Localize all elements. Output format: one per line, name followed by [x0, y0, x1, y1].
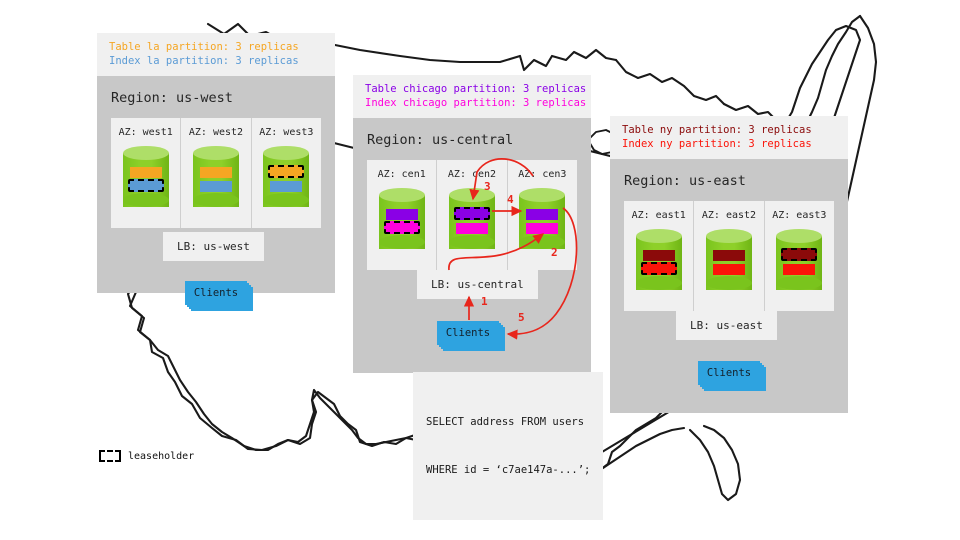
sql-line-2: WHERE id = ‘c7ae147a-...’;: [426, 464, 591, 477]
leaseholder-legend-label: leaseholder: [128, 450, 195, 462]
replica-bar-table-leaseholder: [781, 248, 818, 262]
node-cylinder-east2[interactable]: [705, 229, 752, 297]
cylinder-bottom: [378, 235, 425, 250]
node-cylinder-west1[interactable]: [122, 146, 169, 214]
node-cylinder-cen2[interactable]: [448, 188, 495, 256]
clients-label: Clients: [437, 321, 499, 345]
az-label: AZ: cen1: [377, 169, 426, 181]
load-balancer-us-central[interactable]: LB: us-central: [417, 270, 538, 299]
cylinder-top: [776, 229, 823, 244]
legend-line-index: Index ny partition: 3 replicas: [622, 138, 812, 151]
node-cylinder-cen3[interactable]: [519, 188, 566, 256]
sql-line-1: SELECT address FROM users: [426, 415, 585, 428]
region-title: Region: us-central: [367, 132, 514, 149]
sql-query-note: SELECT address FROM users WHERE id = ‘c7…: [413, 372, 604, 521]
arrow-step-label-5: 5: [518, 311, 525, 324]
replica-bar-index-leaseholder: [127, 179, 164, 193]
leaseholder-legend: leaseholder: [99, 450, 194, 462]
region-panel-us-east: Table ny partition: 3 replicas Index ny …: [610, 116, 848, 414]
az-label: AZ: cen2: [447, 169, 497, 181]
clients-us-east[interactable]: Clients: [698, 361, 766, 391]
az-row-us-east: AZ: east1 AZ: east2: [624, 201, 834, 312]
node-cylinder-east3[interactable]: [776, 229, 823, 297]
az-label: AZ: cen3: [518, 169, 567, 181]
region-title: Region: us-west: [111, 90, 233, 107]
replica-bar-index: [270, 181, 303, 193]
cylinder-top: [705, 229, 752, 244]
arrow-step-label-3: 3: [484, 180, 491, 193]
partition-legend-us-central: Table chicago partition: 3 replicas Inde…: [353, 75, 591, 119]
az-cell-west1[interactable]: AZ: west1: [111, 118, 182, 229]
az-cell-cen1[interactable]: AZ: cen1: [367, 160, 438, 271]
az-label: AZ: east3: [772, 210, 827, 222]
region-panel-us-west: Table la partition: 3 replicas Index la …: [97, 33, 335, 294]
cylinder-bottom: [635, 276, 682, 291]
load-balancer-us-west[interactable]: LB: us-west: [163, 232, 264, 261]
cylinder-top: [122, 146, 169, 161]
az-cell-cen3[interactable]: AZ: cen3: [508, 160, 577, 270]
node-cylinder-west3[interactable]: [263, 146, 310, 214]
cylinder-top: [263, 146, 310, 161]
replica-bar-index-leaseholder: [383, 221, 420, 235]
arrow-step-label-4: 4: [507, 193, 514, 206]
replica-bar-index-leaseholder: [640, 262, 677, 276]
cylinder-bottom: [776, 276, 823, 291]
az-label: AZ: west3: [259, 127, 314, 139]
clients-label: Clients: [185, 281, 247, 305]
node-cylinder-cen1[interactable]: [378, 188, 425, 256]
clients-us-west[interactable]: Clients: [185, 281, 253, 311]
replica-bar-index: [455, 223, 488, 235]
cylinder-top: [635, 229, 682, 244]
replica-bar-index: [712, 264, 745, 276]
replica-bar-table-leaseholder: [268, 165, 305, 179]
replica-bar-index: [526, 223, 559, 235]
legend-line-index: Index la partition: 3 replicas: [109, 55, 299, 68]
cylinder-top: [378, 188, 425, 203]
az-cell-west3[interactable]: AZ: west3: [252, 118, 321, 228]
load-balancer-us-east[interactable]: LB: us-east: [676, 311, 777, 340]
region-title: Region: us-east: [624, 173, 746, 190]
cylinder-bottom: [263, 193, 310, 208]
cylinder-top: [192, 146, 239, 161]
az-cell-east3[interactable]: AZ: east3: [765, 201, 834, 311]
az-cell-east1[interactable]: AZ: east1: [624, 201, 695, 312]
replica-bar-table: [526, 209, 559, 221]
legend-line-index: Index chicago partition: 3 replicas: [365, 97, 587, 110]
replica-bar-index: [783, 264, 816, 276]
az-row-us-west: AZ: west1 AZ: west2: [111, 118, 321, 229]
node-cylinder-west2[interactable]: [192, 146, 239, 214]
replica-bar-table: [199, 167, 232, 179]
replica-bar-table: [129, 167, 162, 179]
az-cell-east2[interactable]: AZ: east2: [694, 201, 765, 312]
node-cylinder-east1[interactable]: [635, 229, 682, 297]
arrow-step-label-1: 1: [481, 295, 488, 308]
replica-bar-table: [385, 209, 418, 221]
az-row-us-central: AZ: cen1 AZ: cen2: [367, 160, 577, 271]
leaseholder-swatch-icon: [99, 450, 121, 462]
partition-legend-us-west: Table la partition: 3 replicas Index la …: [97, 33, 335, 77]
az-cell-west2[interactable]: AZ: west2: [181, 118, 252, 229]
az-cell-cen2[interactable]: AZ: cen2: [437, 160, 508, 271]
arrow-step-label-2: 2: [551, 246, 558, 259]
az-label: AZ: west1: [118, 127, 173, 139]
replica-bar-table: [642, 250, 675, 262]
cylinder-bottom: [122, 193, 169, 208]
legend-line-table: Table ny partition: 3 replicas: [622, 124, 812, 136]
legend-line-table: Table chicago partition: 3 replicas: [365, 83, 587, 95]
az-label: AZ: east2: [701, 210, 757, 222]
partition-legend-us-east: Table ny partition: 3 replicas Index ny …: [610, 116, 848, 160]
clients-us-central[interactable]: Clients: [437, 321, 505, 351]
legend-line-table: Table la partition: 3 replicas: [109, 41, 299, 53]
replica-bar-index: [199, 181, 232, 193]
cylinder-bottom: [192, 193, 239, 208]
cylinder-bottom: [705, 276, 752, 291]
replica-bar-table-leaseholder: [453, 207, 490, 221]
az-label: AZ: west2: [188, 127, 244, 139]
replica-bar-table: [712, 250, 745, 262]
az-label: AZ: east1: [631, 210, 686, 222]
region-body-us-west: Region: us-west AZ: west1 AZ: west2: [97, 76, 335, 294]
clients-label: Clients: [698, 361, 760, 385]
